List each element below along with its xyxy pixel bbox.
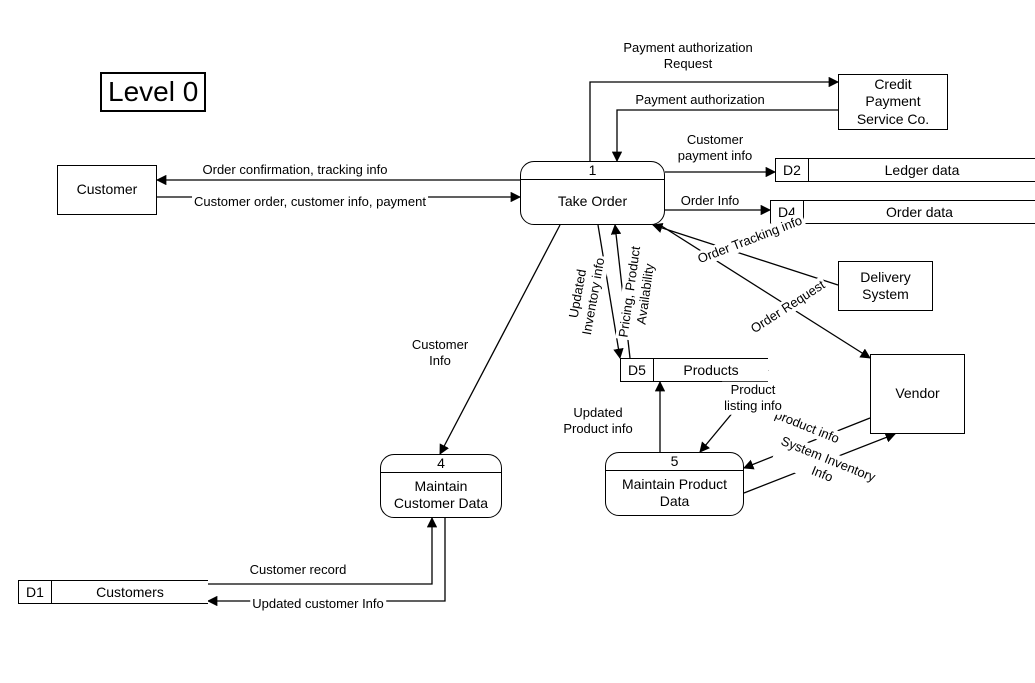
process-p1: 1Take Order: [520, 161, 665, 225]
datastore-label: Customers: [52, 581, 208, 603]
edge-label-e_cust_pay: Customerpayment info: [676, 132, 754, 165]
edge-label-e_upd_cust: Updated customer Info: [250, 596, 386, 612]
datastore-label: Order data: [804, 201, 1035, 223]
edge-label-e_prod_list: Productlisting info: [722, 382, 784, 415]
process-label: Maintain ProductData: [606, 471, 743, 515]
entity-vendor: Vendor: [870, 354, 965, 434]
process-id: 4: [381, 455, 501, 473]
edge-e_upd_cust: [208, 518, 445, 601]
datastore-label: Ledger data: [809, 159, 1035, 181]
process-id: 1: [521, 162, 664, 180]
datastore-id: D1: [19, 581, 52, 603]
edge-label-e_track_info: Order Tracking info: [694, 212, 807, 268]
process-p5: 5Maintain ProductData: [605, 452, 744, 516]
process-label: MaintainCustomer Data: [381, 473, 501, 517]
edge-label-e_order_info: Order Info: [679, 193, 742, 209]
dfd-canvas: { "diagram": { "type": "data-flow-diagra…: [0, 0, 1035, 683]
edge-label-e_order_req: Order Request: [746, 276, 830, 338]
datastore-id: D5: [621, 359, 654, 381]
edge-label-e_cust_info: CustomerInfo: [410, 337, 470, 370]
entity-delivery: DeliverySystem: [838, 261, 933, 311]
datastore-d1: D1Customers: [18, 580, 208, 604]
datastore-d2: D2Ledger data: [775, 158, 1035, 182]
process-label: Take Order: [521, 180, 664, 224]
datastore-d5: D5Products: [620, 358, 768, 382]
process-id: 5: [606, 453, 743, 471]
diagram-title: Level 0: [100, 72, 206, 112]
edge-label-e_upd_inv: UpdatedInventory info: [563, 252, 609, 338]
datastore-id: D2: [776, 159, 809, 181]
edge-label-e_upd_prod: UpdatedProduct info: [561, 405, 634, 438]
entity-credit: CreditPaymentService Co.: [838, 74, 948, 130]
edge-label-e_conf: Order confirmation, tracking info: [201, 162, 390, 178]
edge-label-e_cust_rec: Customer record: [248, 562, 349, 578]
datastore-label: Products: [654, 359, 768, 381]
edge-label-e_pay_auth_req: Payment authorizationRequest: [621, 40, 754, 73]
datastore-d4: D4Order data: [770, 200, 1035, 224]
edge-label-e_order_in: Customer order, customer info, payment: [192, 194, 428, 210]
process-p4: 4MaintainCustomer Data: [380, 454, 502, 518]
entity-customer: Customer: [57, 165, 157, 215]
edge-label-e_pricing: Pricing, ProductAvailability: [615, 243, 661, 342]
edge-label-e_pay_auth: Payment authorization: [633, 92, 766, 108]
